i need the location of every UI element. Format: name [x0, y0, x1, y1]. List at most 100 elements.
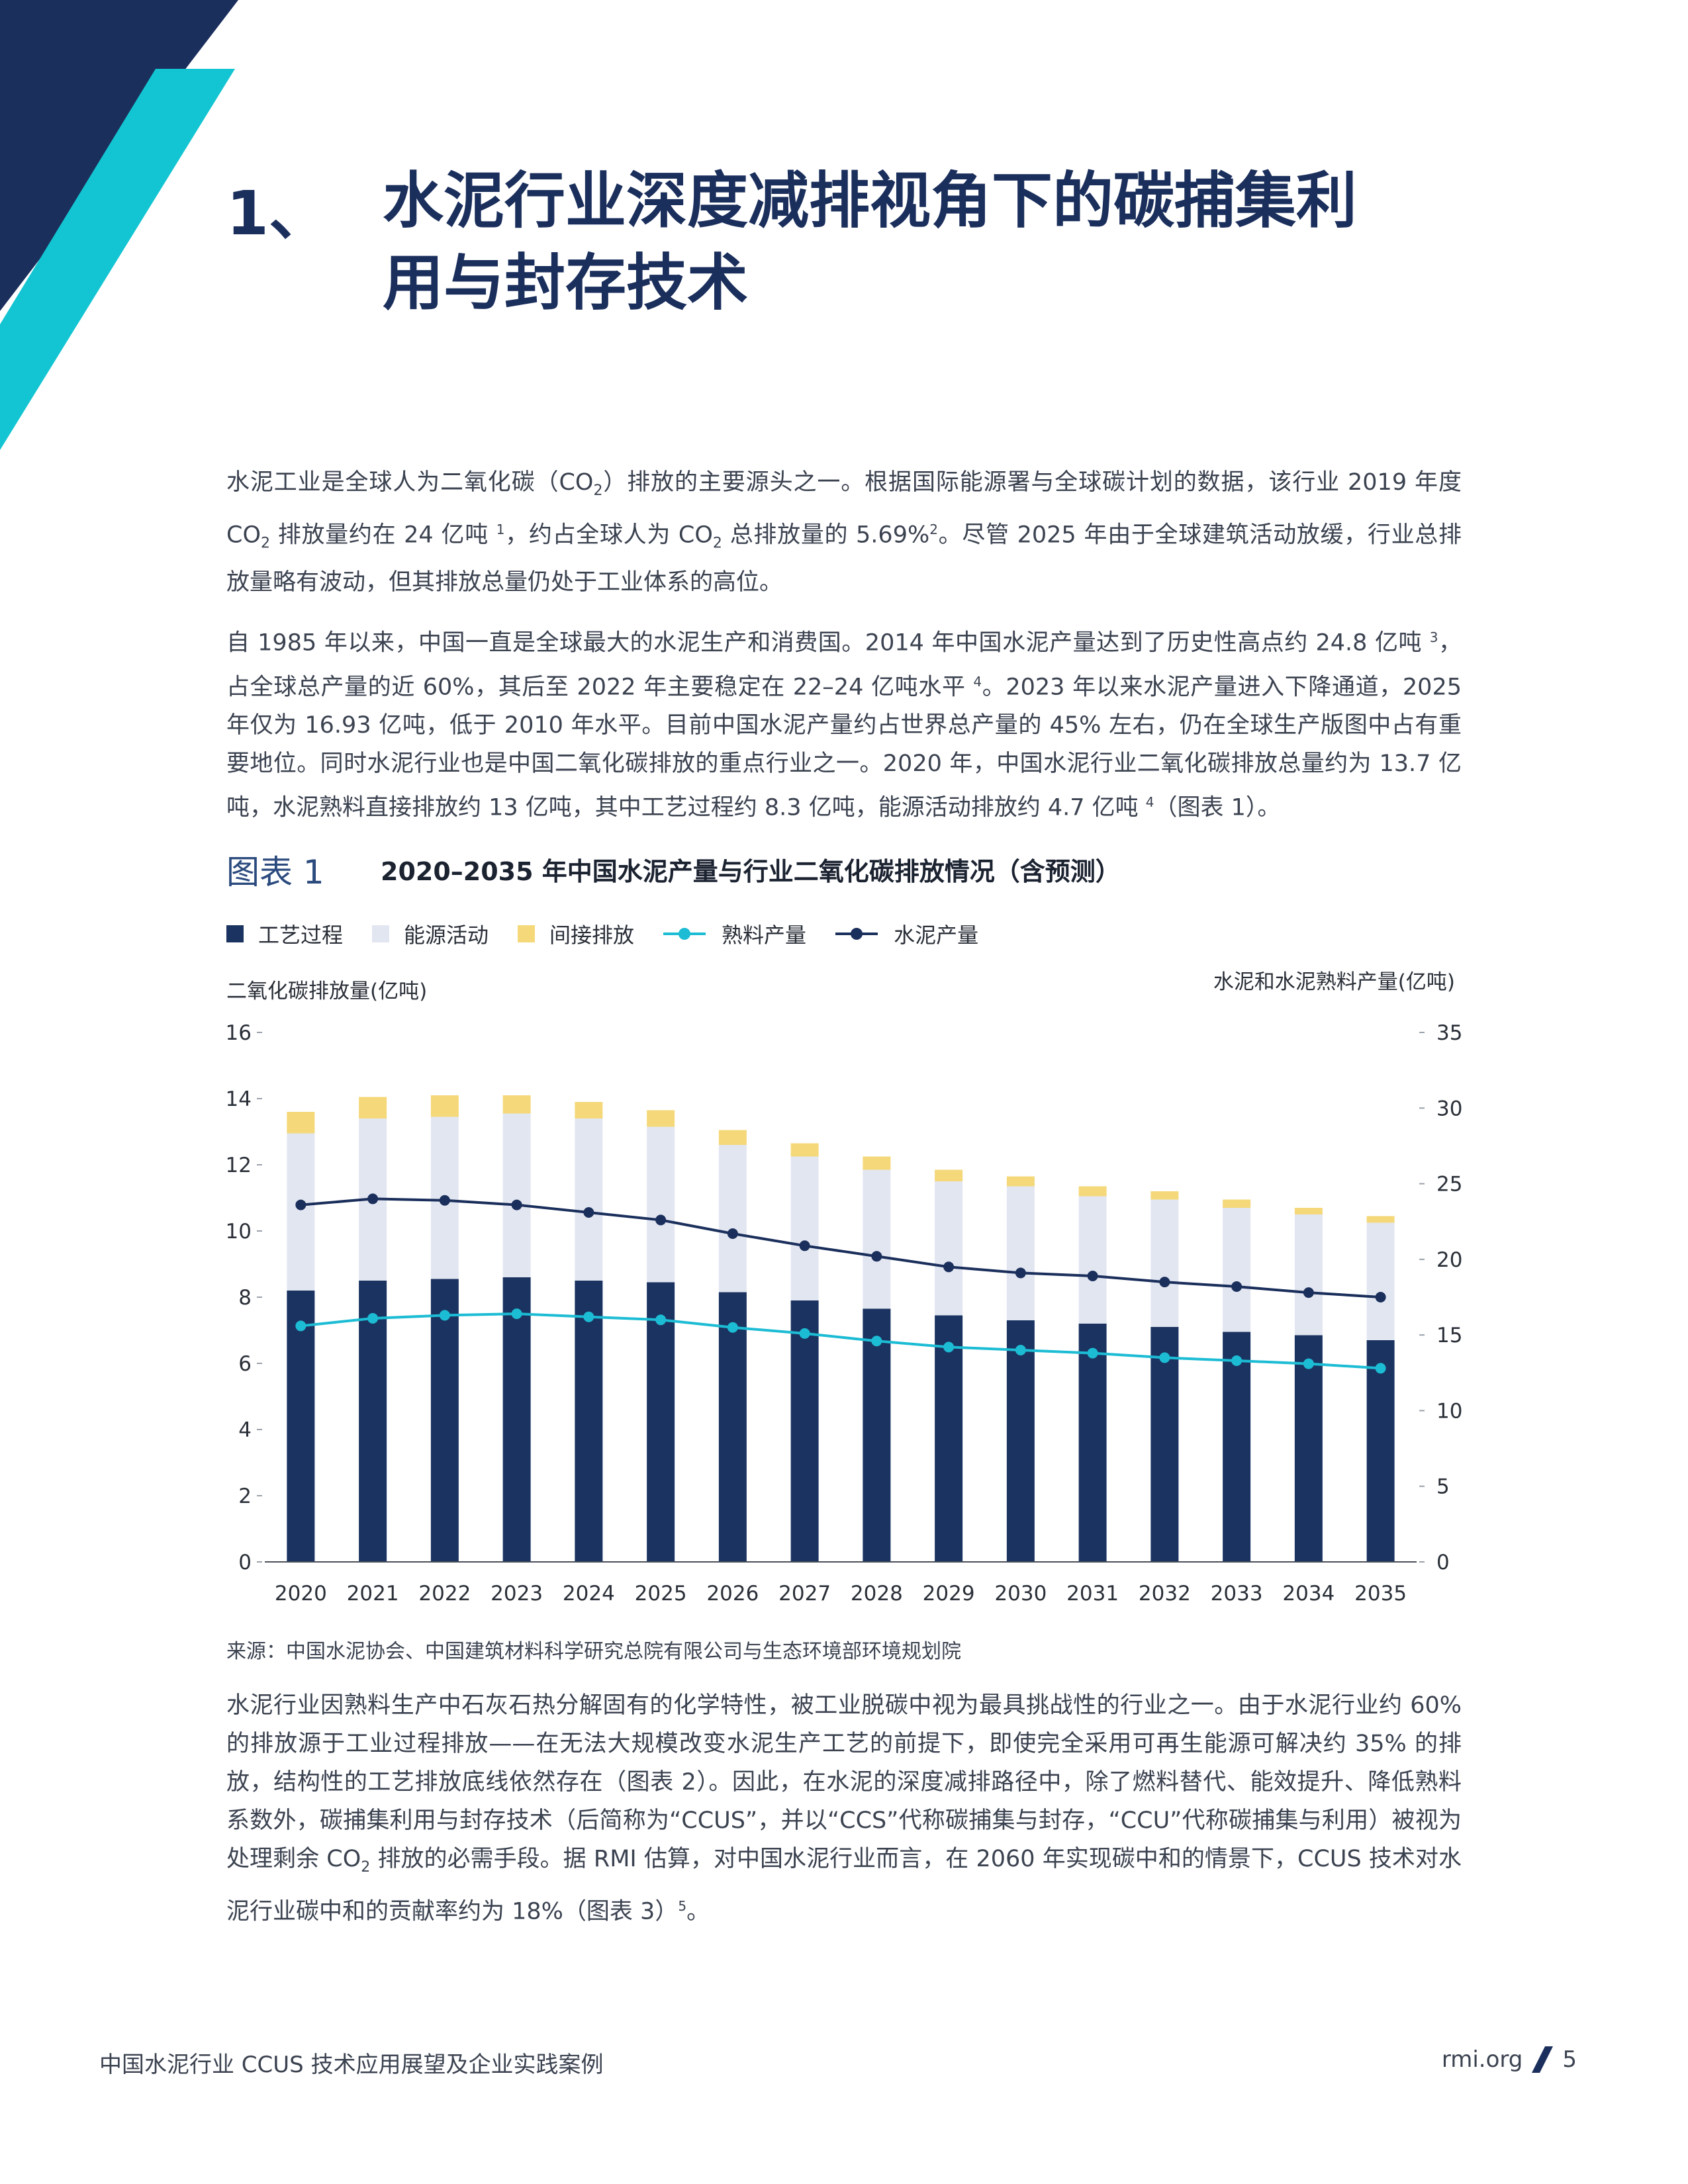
legend-swatch-process — [226, 925, 244, 942]
y2-tick-label: 30 — [1436, 1097, 1462, 1120]
cement-point — [367, 1193, 379, 1205]
bar-indirect — [1006, 1176, 1035, 1187]
bar-energy — [502, 1113, 531, 1277]
cement-point — [1303, 1287, 1314, 1298]
x-tick-label: 2027 — [778, 1582, 831, 1606]
x-tick-label: 2030 — [994, 1582, 1047, 1606]
legend-item-clinker: 熟料产量 — [663, 919, 806, 949]
bar-process — [1366, 1340, 1395, 1562]
bar-indirect — [1366, 1216, 1395, 1223]
x-tick-label: 2031 — [1066, 1582, 1119, 1606]
bar-process — [430, 1279, 459, 1562]
bar-energy — [790, 1156, 819, 1300]
bar-process — [718, 1292, 747, 1562]
x-tick-label: 2022 — [418, 1582, 471, 1606]
bar-indirect — [430, 1095, 459, 1117]
paragraph-1: 水泥工业是全球人为二氧化碳（CO2）排放的主要源头之一。根据国际能源署与全球碳计… — [226, 469, 1462, 596]
figure-title: 2020–2035 年中国水泥产量与行业二氧化碳排放情况（含预测） — [381, 857, 1121, 886]
bar-energy — [718, 1145, 747, 1293]
y-tick-label: 2 — [238, 1484, 252, 1508]
bar-process — [863, 1308, 891, 1562]
cement-point — [943, 1261, 955, 1273]
legend-item-indirect: 间接排放 — [518, 919, 634, 949]
bar-indirect — [1223, 1199, 1251, 1208]
y-axis-title-left: 二氧化碳排放量(亿吨) — [226, 979, 428, 1003]
bar-indirect — [287, 1112, 315, 1134]
bar-energy — [935, 1181, 963, 1316]
section-number: 1、 — [226, 178, 330, 249]
bar-process — [647, 1282, 675, 1562]
bar-energy — [1006, 1186, 1035, 1320]
x-tick-label: 2035 — [1354, 1582, 1407, 1606]
bar-energy — [1294, 1214, 1323, 1336]
y-axis-title-right: 水泥和水泥熟料产量(亿吨) — [1213, 970, 1455, 994]
paragraph-3: 水泥行业因熟料生产中石灰石热分解固有的化学特性，被工业脱碳中视为最具挑战性的行业… — [226, 1692, 1462, 1925]
bar-process — [502, 1277, 531, 1562]
bar-energy — [287, 1133, 315, 1291]
clinker-point — [511, 1308, 522, 1320]
cement-point — [871, 1251, 882, 1262]
cement-point — [727, 1228, 738, 1239]
bar-indirect — [1294, 1208, 1323, 1214]
cement-point — [295, 1199, 306, 1210]
clinker-point — [583, 1311, 594, 1322]
clinker-point — [1015, 1345, 1026, 1355]
section-title-line-1: 水泥行业深度减排视角下的碳捕集利 — [383, 165, 1358, 236]
bar-process — [1150, 1327, 1179, 1562]
cement-point — [1231, 1281, 1243, 1292]
bar-indirect — [1150, 1191, 1179, 1200]
bar-energy — [575, 1118, 603, 1281]
cement-point — [583, 1207, 594, 1218]
clinker-point — [439, 1310, 450, 1321]
clinker-point — [727, 1322, 738, 1333]
bar-energy — [1366, 1222, 1395, 1340]
x-tick-label: 2023 — [491, 1582, 543, 1606]
footer-page-info: rmi.org 5 — [1442, 2045, 1577, 2074]
y2-tick-label: 0 — [1436, 1551, 1450, 1574]
y-tick-label: 12 — [226, 1154, 252, 1177]
footer-site-link[interactable]: rmi.org — [1441, 2046, 1523, 2073]
y-tick-label: 4 — [238, 1418, 252, 1442]
y2-tick-label: 15 — [1436, 1324, 1462, 1347]
x-tick-label: 2021 — [347, 1582, 399, 1606]
x-tick-label: 2026 — [706, 1582, 759, 1606]
y-tick-label: 14 — [226, 1087, 252, 1111]
footer-page-number: 5 — [1562, 2046, 1577, 2073]
cement-point — [1087, 1271, 1098, 1281]
x-tick-label: 2028 — [851, 1582, 903, 1606]
y2-tick-label: 5 — [1436, 1475, 1450, 1499]
footer-report-title: 中国水泥行业 CCUS 技术应用展望及企业实践案例 — [99, 2052, 604, 2078]
bar-indirect — [718, 1130, 747, 1145]
clinker-point — [1375, 1363, 1386, 1374]
y2-tick-label: 10 — [1436, 1399, 1462, 1423]
bar-process — [790, 1300, 819, 1562]
bar-energy — [1223, 1208, 1251, 1332]
bar-process — [359, 1281, 387, 1562]
cement-point — [799, 1240, 810, 1251]
legend-item-process: 工艺过程 — [226, 919, 343, 949]
clinker-line — [301, 1312, 1381, 1370]
bar-process — [1006, 1320, 1035, 1562]
section-title-line-2: 用与封存技术 — [383, 248, 749, 318]
x-tick-label: 2032 — [1139, 1582, 1191, 1606]
clinker-point — [871, 1336, 882, 1347]
bar-indirect — [863, 1156, 891, 1170]
bar-indirect — [935, 1169, 963, 1181]
cement-line — [301, 1197, 1381, 1298]
cement-point — [439, 1195, 450, 1206]
clinker-point — [1087, 1347, 1098, 1359]
legend-item-energy: 能源活动 — [372, 919, 489, 949]
bar-indirect — [502, 1095, 531, 1114]
chart-legend: 工艺过程 能源活动 间接排放 熟料产量 水泥产量 — [226, 919, 1008, 949]
cement-point — [1015, 1267, 1026, 1279]
x-tick-label: 2024 — [563, 1582, 615, 1606]
x-tick-label: 2034 — [1282, 1582, 1335, 1606]
cement-point — [655, 1214, 667, 1226]
clinker-point — [1159, 1352, 1170, 1363]
y-tick-label: 6 — [238, 1352, 252, 1376]
corner-decoration — [0, 0, 238, 450]
slash-icon — [1532, 2046, 1554, 2073]
clinker-point — [655, 1314, 667, 1326]
bar-process — [1223, 1332, 1251, 1562]
